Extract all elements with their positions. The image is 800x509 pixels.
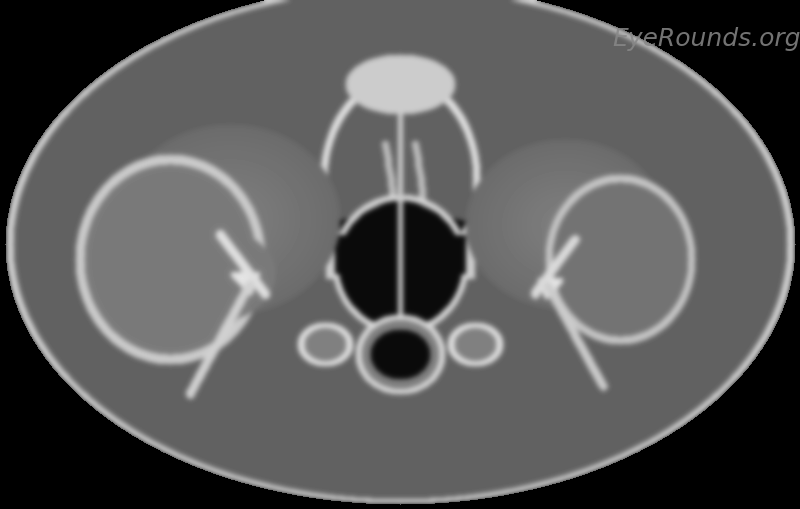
Text: EyeRounds.org: EyeRounds.org	[612, 27, 800, 51]
